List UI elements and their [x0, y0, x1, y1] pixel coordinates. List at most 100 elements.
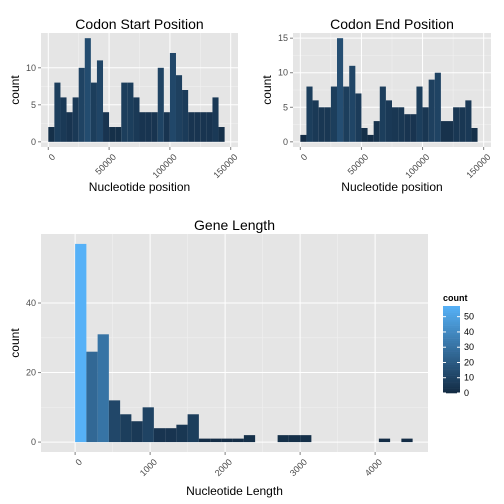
y-axis-label: count: [8, 75, 22, 105]
x-tick-label: 4000: [363, 457, 384, 478]
legend-gradient-segment: [443, 367, 460, 369]
histogram-bar: [404, 114, 410, 142]
histogram-bar: [416, 87, 422, 142]
legend-gradient-segment: [443, 326, 460, 328]
legend-gradient-segment: [443, 358, 460, 360]
histogram-bar: [300, 135, 306, 142]
histogram-bar: [140, 112, 146, 142]
legend-gradient-segment: [443, 334, 460, 336]
histogram-bar: [441, 121, 447, 142]
histogram-bar: [54, 83, 60, 142]
x-tick-label: 0: [299, 152, 310, 163]
legend-gradient-segment: [443, 308, 460, 310]
y-axis-label: count: [8, 328, 22, 358]
legend-label: 30: [464, 342, 474, 352]
histogram-bar: [199, 439, 210, 442]
histogram-bar: [165, 428, 176, 442]
histogram-bar: [154, 428, 165, 442]
legend-gradient-segment: [443, 365, 460, 367]
legend-gradient-segment: [443, 373, 460, 375]
count-legend: count 50 40 30 20 10 0: [443, 293, 474, 398]
histogram-bar: [401, 439, 412, 442]
histogram-bar: [86, 352, 97, 442]
histogram-bar: [170, 53, 176, 142]
histogram-bar: [219, 127, 225, 142]
histogram-bar: [152, 112, 158, 142]
histogram-bar: [73, 97, 79, 141]
legend-gradient-segment: [443, 352, 460, 354]
chart-title: Gene Length: [194, 217, 275, 233]
y-tick-label: 40: [26, 298, 36, 308]
histogram-bar: [206, 112, 212, 142]
legend-gradient-segment: [443, 323, 460, 325]
legend-gradient-segment: [443, 306, 460, 308]
y-tick-label: 5: [283, 102, 288, 112]
legend-gradient-segment: [443, 336, 460, 338]
histogram-bar: [182, 90, 188, 142]
x-tick-label: 150000: [464, 152, 492, 180]
x-tick-label: 3000: [288, 457, 309, 478]
chart-title: Codon Start Position: [75, 16, 203, 32]
histogram-bar: [447, 121, 453, 142]
legend-gradient-segment: [443, 343, 460, 345]
legend-gradient-segment: [443, 328, 460, 330]
histogram-bar: [374, 121, 380, 142]
legend-gradient-segment: [443, 319, 460, 321]
histogram-bar: [398, 107, 404, 142]
histogram-bar: [109, 127, 115, 142]
legend-title: count: [443, 293, 468, 303]
histogram-bar: [410, 114, 416, 142]
histogram-bar: [188, 414, 199, 442]
histogram-bar: [423, 107, 429, 142]
legend-label: 0: [464, 388, 469, 398]
legend-gradient-segment: [443, 371, 460, 373]
x-tick-label: 100000: [403, 152, 431, 180]
histogram-bar: [127, 83, 133, 142]
histogram-bar: [210, 439, 221, 442]
histogram-bar: [194, 112, 200, 142]
y-tick-label: 0: [31, 437, 36, 447]
chart-title: Codon End Position: [330, 16, 454, 32]
histogram-bar: [200, 112, 206, 142]
y-axis-label: count: [260, 75, 274, 105]
x-axis-label: Nucleotide position: [89, 180, 190, 194]
legend-gradient-segment: [443, 389, 460, 391]
histogram-bar: [244, 435, 255, 442]
histogram-bar: [176, 425, 187, 442]
histogram-bar: [355, 93, 361, 141]
histogram-bar: [379, 439, 390, 442]
histogram-bar: [289, 435, 300, 442]
x-tick-label: 1000: [138, 457, 159, 478]
histogram-bar: [459, 107, 465, 142]
histogram-bar: [85, 38, 91, 142]
histogram-bar: [146, 112, 152, 142]
histogram-bar: [48, 127, 54, 142]
x-tick-label: 100000: [151, 152, 179, 180]
x-tick-label: 50000: [93, 152, 118, 177]
legend-gradient-segment: [443, 354, 460, 356]
histogram-bar: [331, 87, 337, 142]
gene-length-histogram: 020400 1000 2000 3000 4000Gene LengthNucleot…: [8, 217, 428, 498]
histogram-bar: [435, 73, 441, 142]
legend-gradient-segment: [443, 332, 460, 334]
legend-gradient-segment: [443, 356, 460, 358]
legend-gradient-segment: [443, 321, 460, 323]
x-tick-label: 50000: [346, 152, 371, 177]
histogram-bar: [79, 68, 85, 142]
y-tick-label: 5: [31, 100, 36, 110]
legend-label: 40: [464, 327, 474, 337]
legend-gradient-segment: [443, 384, 460, 386]
histogram-bar: [368, 135, 374, 142]
histogram-bar: [188, 112, 194, 142]
histogram-bar: [233, 439, 244, 442]
histogram-bar: [115, 127, 121, 142]
histogram-bar: [109, 400, 120, 442]
codon-start-histogram: 0 5 10 0 50000 100000 150000 Codon Start Positi…: [8, 16, 240, 194]
x-tick-label: 0: [47, 152, 58, 163]
legend-label: 20: [464, 357, 474, 367]
histogram-bar: [97, 60, 103, 141]
y-tick-label: 15: [278, 33, 288, 43]
legend-gradient-segment: [443, 380, 460, 382]
histogram-bar: [103, 112, 109, 142]
